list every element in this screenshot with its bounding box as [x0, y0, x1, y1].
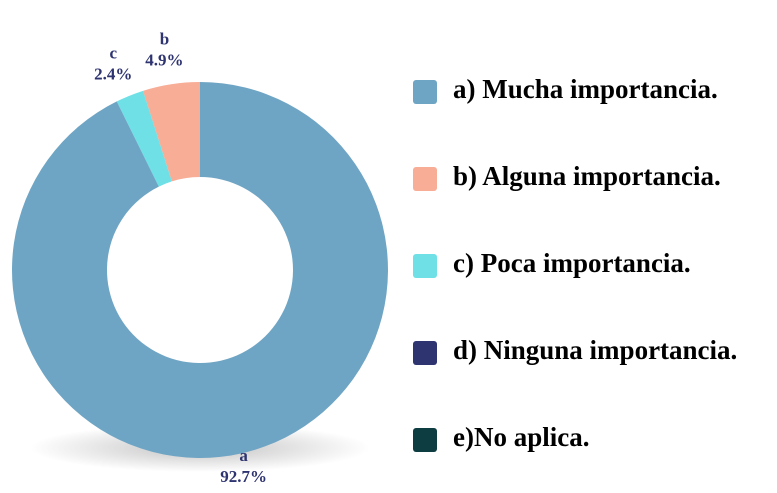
slice-label: a: [239, 446, 248, 465]
legend-swatch: [413, 428, 437, 452]
donut-slice: [11, 82, 389, 458]
legend-label: a) Mucha importancia.: [453, 74, 718, 104]
legend-label: b) Alguna importancia.: [453, 161, 721, 191]
legend-label: d) Ninguna importancia.: [453, 335, 737, 365]
legend-label: c) Poca importancia.: [453, 248, 691, 278]
value-label: 2.4%: [94, 65, 132, 84]
legend-swatch: [413, 80, 437, 104]
value-label: 92.7%: [220, 467, 267, 486]
legend-swatch: [413, 341, 437, 365]
slice-label: b: [160, 30, 169, 49]
legend-swatch: [413, 254, 437, 278]
donut-slice: [116, 90, 172, 187]
legend-swatch: [413, 167, 437, 191]
slice-label: c: [109, 44, 117, 63]
donut-slice: [143, 82, 200, 182]
legend-label: e)No aplica.: [453, 422, 589, 452]
value-label: 4.9%: [145, 51, 183, 70]
